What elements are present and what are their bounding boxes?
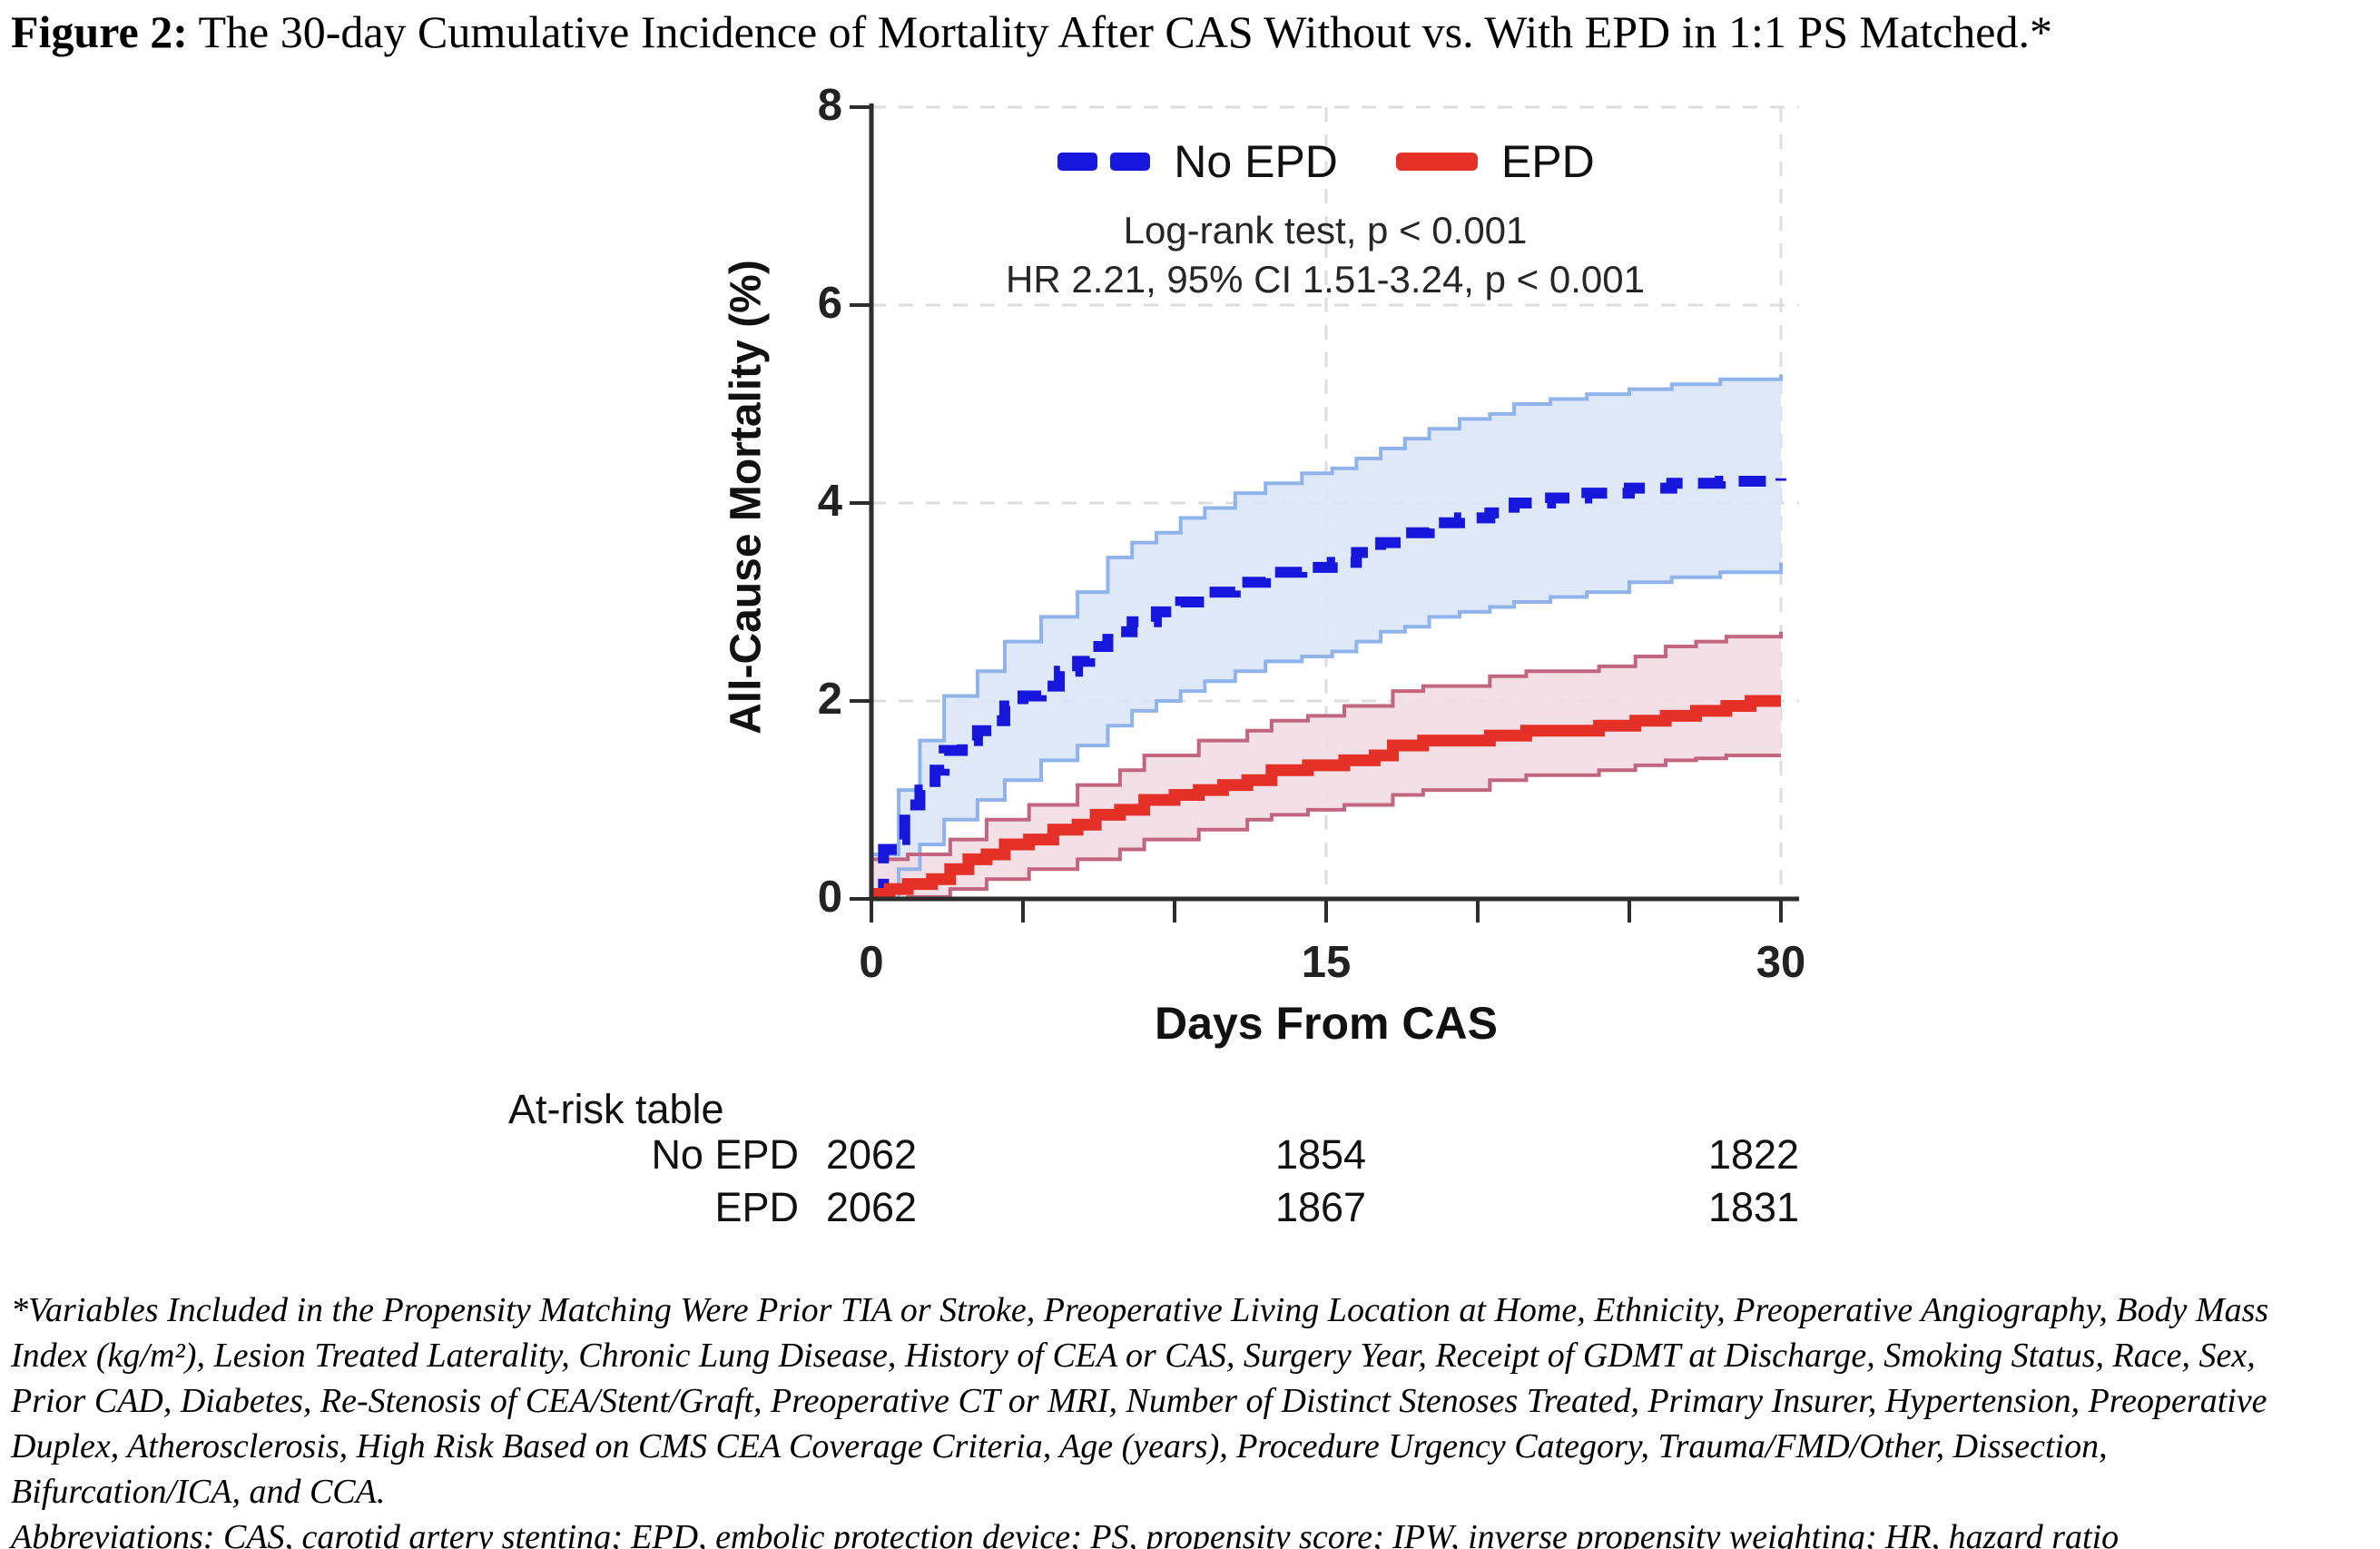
chart-legend: No EPD EPD: [871, 133, 1781, 191]
at-risk-row-label-epd: EPD: [714, 1184, 799, 1230]
y-tick-label: 6: [817, 279, 842, 328]
footnote-block: *Variables Included in the Propensity Ma…: [11, 1288, 2371, 1549]
footnote-variables-line-2: Index (kg/m²), Lesion Treated Laterality…: [11, 1337, 2256, 1375]
legend-entry-no-epd: No EPD: [1057, 135, 1338, 188]
annotation-hazard-ratio: HR 2.21, 95% CI 1.51-3.24, p < 0.001: [1006, 258, 1645, 301]
figure-title-text: The 30-day Cumulative Incidence of Morta…: [187, 6, 2052, 57]
at-risk-value: 1822: [1707, 1131, 1800, 1178]
band-lower-edge: [871, 562, 1783, 901]
band-upper-edge: [871, 374, 1783, 856]
y-tick-label: 4: [817, 477, 842, 526]
x-tick-label: 15: [1301, 938, 1352, 987]
band-lower-edge: [871, 753, 1781, 901]
at-risk-value: 2062: [825, 1184, 918, 1230]
at-risk-value: 1831: [1707, 1184, 1800, 1230]
at-risk-table-title: At-risk table: [508, 1086, 724, 1132]
epd-mortality-curve: [871, 695, 1781, 901]
legend-label-no-epd: No EPD: [1174, 136, 1338, 187]
legend-label-epd: EPD: [1500, 136, 1595, 187]
x-axis-title: Days From CAS: [1155, 998, 1498, 1049]
footnote-variables-line-1: *Variables Included in the Propensity Ma…: [11, 1291, 2269, 1329]
annotation-logrank: Log-rank test, p < 0.001: [1123, 209, 1528, 252]
band-upper-edge: [871, 631, 1783, 862]
at-risk-value: 1854: [1274, 1131, 1367, 1178]
no-epd-mortality-curve: [871, 476, 1786, 900]
at-risk-value: 1867: [1274, 1184, 1367, 1230]
y-tick-label: 8: [817, 81, 842, 130]
figure-title: Figure 2: The 30-day Cumulative Incidenc…: [11, 7, 2371, 57]
at-risk-value: 2062: [825, 1131, 918, 1178]
figure-title-prefix: Figure 2:: [11, 6, 188, 57]
footnote-abbreviations: Abbreviations: CAS, carotid artery stent…: [11, 1518, 2119, 1549]
x-tick-label: 0: [859, 938, 884, 987]
y-tick-label: 2: [817, 675, 842, 724]
x-tick-label: 30: [1755, 938, 1806, 987]
footnote-variables-line-4: Duplex, Atherosclerosis, High Risk Based…: [11, 1427, 2108, 1465]
epd-solid-line-swatch: [1395, 153, 1478, 171]
legend-entry-epd: EPD: [1395, 135, 1595, 188]
footnote-variables-line-3: Prior CAD, Diabetes, Re-Stenosis of CEA/…: [11, 1382, 2267, 1420]
footnote-variables-line-5: Bifurcation/ICA, and CCA.: [11, 1473, 386, 1511]
at-risk-row-label-no-epd: No EPD: [651, 1131, 799, 1178]
no-epd-dashed-line-swatch: [1057, 153, 1151, 171]
y-tick-label: 0: [817, 873, 842, 922]
